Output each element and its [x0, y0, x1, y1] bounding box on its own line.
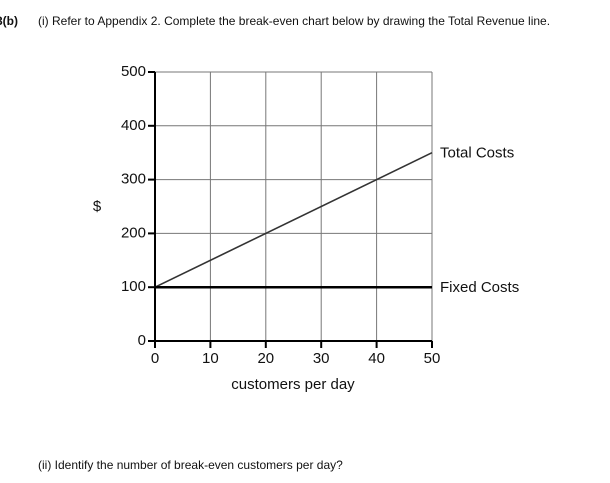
y-tick-label: 400	[121, 117, 146, 134]
series-label: Fixed Costs	[440, 279, 519, 296]
y-tick-label: 200	[121, 224, 146, 241]
x-tick-label: 20	[257, 350, 274, 367]
x-tick-label: 0	[151, 350, 159, 367]
question-text: (ii) Identify the number of break-even c…	[38, 458, 343, 472]
y-tick-label: 100	[121, 278, 146, 295]
x-tick-label: 10	[202, 350, 219, 367]
y-axis-label: $	[93, 198, 102, 215]
x-tick-label: 30	[313, 350, 330, 367]
x-tick-label: 50	[424, 350, 441, 367]
x-tick-label: 40	[368, 350, 385, 367]
y-tick-label: 300	[121, 171, 146, 188]
series-line	[154, 151, 433, 288]
y-tick-label: 500	[121, 63, 146, 80]
series-label: Total Costs	[440, 145, 514, 162]
question-number: 3(b)	[0, 14, 18, 28]
question-text: (i) Refer to Appendix 2. Complete the br…	[38, 14, 550, 28]
x-axis-label: customers per day	[231, 376, 355, 393]
y-tick-label: 0	[138, 332, 146, 349]
